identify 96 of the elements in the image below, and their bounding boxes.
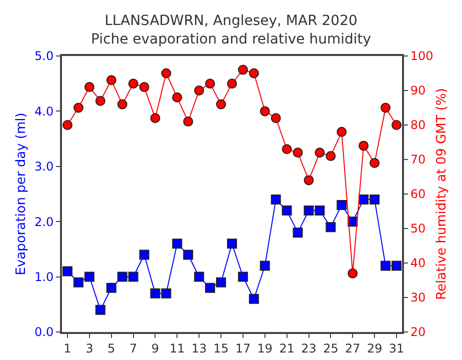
point <box>172 92 182 102</box>
chart-subtitle: Piche evaporation and relative humidity <box>90 31 372 48</box>
y2-tick-label: 20 <box>410 325 426 340</box>
point <box>205 78 216 89</box>
point <box>270 194 281 205</box>
y-tick-label: 1.0 <box>34 270 54 284</box>
point <box>62 120 72 130</box>
point <box>392 120 402 130</box>
point <box>183 116 194 127</box>
point <box>282 144 292 154</box>
point <box>84 82 94 92</box>
point <box>380 102 391 113</box>
x-tick-label: 27 <box>345 341 360 356</box>
point <box>73 102 84 113</box>
point <box>216 277 226 288</box>
point <box>150 113 160 124</box>
point <box>62 266 72 276</box>
point <box>304 175 314 186</box>
point <box>292 148 303 158</box>
point <box>370 194 380 205</box>
y2-axis-title: Relative humidity at 09 GMT (%) <box>434 88 450 300</box>
point <box>161 288 172 298</box>
point <box>348 268 358 278</box>
y2-tick-label: 90 <box>410 84 426 98</box>
point <box>194 86 204 96</box>
x-tick-label: 15 <box>213 341 229 356</box>
point <box>336 126 347 137</box>
point <box>314 206 325 216</box>
point <box>238 272 248 282</box>
point <box>84 272 94 282</box>
point <box>216 99 226 110</box>
y2-tick-label: 70 <box>410 152 426 167</box>
point <box>117 272 128 282</box>
point <box>392 260 402 271</box>
x-tick-label: 19 <box>257 341 273 356</box>
point <box>326 151 336 162</box>
x-tick-label: 7 <box>129 341 138 356</box>
y-tick-label: 5.0 <box>34 49 54 64</box>
point <box>194 272 204 282</box>
x-tick-label: 9 <box>151 341 160 356</box>
x-tick-label: 31 <box>388 341 404 356</box>
y-axis-title: Evaporation per day (ml) <box>14 112 29 276</box>
x-tick-label: 3 <box>86 341 94 356</box>
y-tick-label: 3.0 <box>34 160 54 174</box>
point <box>260 106 270 116</box>
point <box>161 68 172 78</box>
point <box>106 282 116 293</box>
y2-tick-label: 60 <box>410 187 426 202</box>
point <box>358 140 369 151</box>
point <box>260 260 270 271</box>
point <box>326 222 336 232</box>
x-tick-label: 25 <box>323 341 338 356</box>
x-tick-label: 17 <box>235 341 251 356</box>
chart-title: LLANSADWRN, Anglesey, MAR 2020 <box>104 13 358 30</box>
point <box>282 206 292 216</box>
y-tick-label: 4.0 <box>34 104 54 118</box>
point <box>370 158 380 168</box>
point <box>292 228 303 238</box>
point <box>304 206 314 216</box>
x-tick-label: 1 <box>64 341 72 356</box>
y2-tick-label: 30 <box>410 290 426 305</box>
point <box>139 250 150 260</box>
x-tick-label: 13 <box>191 341 207 356</box>
point <box>227 78 237 89</box>
point <box>117 99 128 110</box>
y-tick-label: 2.0 <box>34 214 54 229</box>
y2-tick-label: 80 <box>410 118 426 132</box>
point <box>238 64 248 75</box>
y-tick-label: 0.0 <box>34 325 54 340</box>
point <box>358 194 369 205</box>
x-tick-label: 21 <box>279 341 294 356</box>
point <box>248 294 259 304</box>
point <box>183 250 194 260</box>
x-tick-label: 29 <box>366 341 382 356</box>
x-tick-label: 23 <box>301 341 316 356</box>
point <box>128 78 138 89</box>
point <box>314 148 325 158</box>
x-tick-label: 5 <box>108 341 116 356</box>
y2-tick-label: 50 <box>410 222 426 236</box>
point <box>380 260 391 271</box>
y2-tick-label: 40 <box>410 256 426 270</box>
point <box>150 288 160 298</box>
point <box>336 200 347 210</box>
point <box>73 277 84 288</box>
point <box>139 82 150 92</box>
x-tick-label: 11 <box>170 341 185 356</box>
point <box>270 113 281 124</box>
y2-tick-label: 100 <box>410 49 434 64</box>
point <box>95 96 106 106</box>
point <box>205 282 216 293</box>
point <box>128 272 138 282</box>
point <box>95 304 106 315</box>
point <box>227 238 237 249</box>
point <box>172 238 182 249</box>
point <box>248 68 259 78</box>
point <box>106 75 116 86</box>
